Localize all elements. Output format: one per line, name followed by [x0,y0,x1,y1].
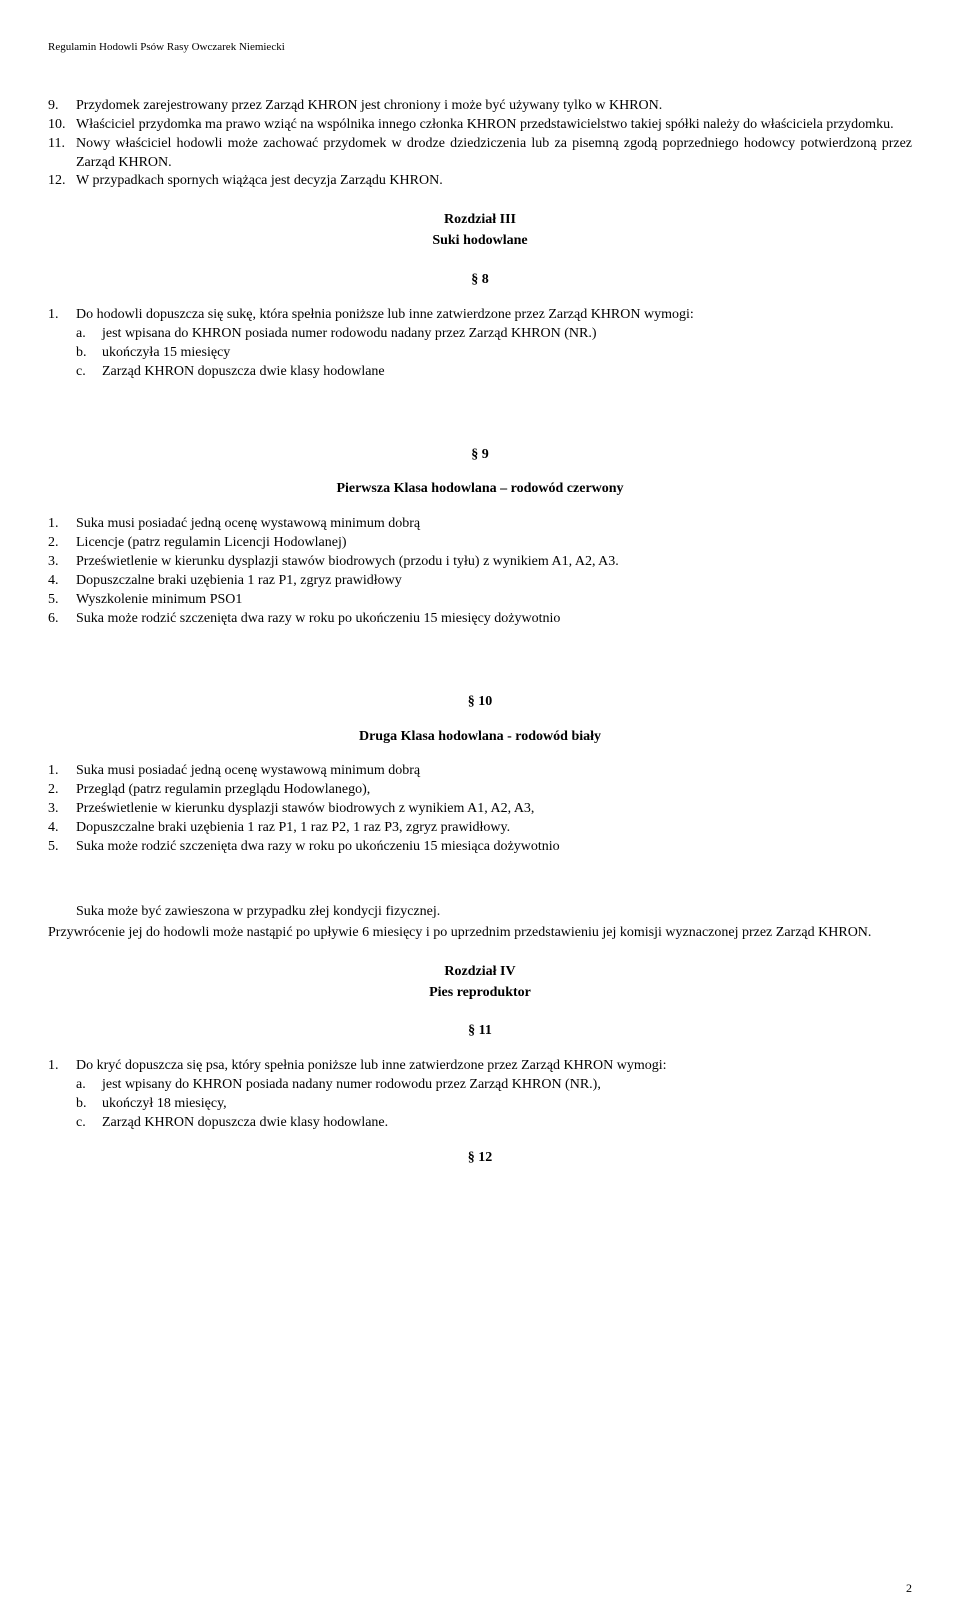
s8-item-b: b. ukończyła 15 miesięcy [48,344,912,363]
s10-item-2: 2.Przegląd (patrz regulamin przeglądu Ho… [48,781,912,800]
num: 12. [48,172,76,191]
text: jest wpisany do KHRON posiada nadany num… [102,1076,601,1095]
s11-item-c: c.Zarząd KHRON dopuszcza dwie klasy hodo… [48,1114,912,1133]
num: 9. [48,97,76,116]
num: 1. [48,762,76,781]
s9-item-6: 6.Suka może rodzić szczenięta dwa razy w… [48,610,912,629]
s8-item-a: a. jest wpisana do KHRON posiada numer r… [48,325,912,344]
num: 4. [48,572,76,591]
text: Przegląd (patrz regulamin przeglądu Hodo… [76,781,912,800]
text: Dopuszczalne braki uzębienia 1 raz P1, 1… [76,819,912,838]
section-10-title: Druga Klasa hodowlana - rodowód biały [48,728,912,747]
text: ukończył 18 miesięcy, [102,1095,227,1114]
text: Licencje (patrz regulamin Licencji Hodow… [76,534,912,553]
text: Prześwietlenie w kierunku dysplazji staw… [76,553,912,572]
num: 2. [48,534,76,553]
restoration-text: Przywrócenie jej do hodowli może nastąpi… [48,925,871,940]
text: jest wpisana do KHRON posiada numer rodo… [102,325,597,344]
num: 3. [48,553,76,572]
s10-item-3: 3.Prześwietlenie w kierunku dysplazji st… [48,800,912,819]
page-number: 2 [906,1580,912,1596]
s10-item-4: 4.Dopuszczalne braki uzębienia 1 raz P1,… [48,819,912,838]
suspension-para: Suka może być zawieszona w przypadku złe… [48,903,912,922]
num: 2. [48,781,76,800]
num: 11. [48,135,76,173]
s9-item-1: 1.Suka musi posiadać jedną ocenę wystawo… [48,515,912,534]
s9-item-3: 3.Prześwietlenie w kierunku dysplazji st… [48,553,912,572]
s11-item-a: a.jest wpisany do KHRON posiada nadany n… [48,1076,912,1095]
s9-item-5: 5.Wyszkolenie minimum PSO1 [48,591,912,610]
num: 3. [48,800,76,819]
s11-item-1: 1. Do kryć dopuszcza się psa, który speł… [48,1057,912,1076]
text: Nowy właściciel hodowli może zachować pr… [76,135,912,173]
num: a. [76,325,102,344]
s10-item-5: 5.Suka może rodzić szczenięta dwa razy w… [48,838,912,857]
s9-item-2: 2.Licencje (patrz regulamin Licencji Hod… [48,534,912,553]
page-header: Regulamin Hodowli Psów Rasy Owczarek Nie… [48,40,912,55]
section-11-list: 1. Do kryć dopuszcza się psa, który speł… [48,1057,912,1133]
text: Zarząd KHRON dopuszcza dwie klasy hodowl… [102,363,385,382]
item-10: 10. Właściciel przydomka ma prawo wziąć … [48,116,912,135]
num: 1. [48,1057,76,1076]
text: Suka może rodzić szczenięta dwa razy w r… [76,838,912,857]
chapter-3-title: Rozdział III [48,211,912,230]
section-12-num: § 12 [48,1149,912,1168]
num: c. [76,1114,102,1133]
s10-item-1: 1.Suka musi posiadać jedną ocenę wystawo… [48,762,912,781]
item-11: 11. Nowy właściciel hodowli może zachowa… [48,135,912,173]
text: Dopuszczalne braki uzębienia 1 raz P1, z… [76,572,912,591]
num: 1. [48,515,76,534]
num: 4. [48,819,76,838]
text: Suka może rodzić szczenięta dwa razy w r… [76,610,912,629]
text: ukończyła 15 miesięcy [102,344,230,363]
num: 5. [48,838,76,857]
text: Do kryć dopuszcza się psa, który spełnia… [76,1057,912,1076]
num: 10. [48,116,76,135]
text: Zarząd KHRON dopuszcza dwie klasy hodowl… [102,1114,388,1133]
section-8-num: § 8 [48,271,912,290]
section-10-list: 1.Suka musi posiadać jedną ocenę wystawo… [48,762,912,856]
block-continued: 9. Przydomek zarejestrowany przez Zarząd… [48,97,912,191]
item-12: 12. W przypadkach spornych wiążąca jest … [48,172,912,191]
s8-item-1: 1. Do hodowli dopuszcza się sukę, która … [48,306,912,325]
text: Właściciel przydomka ma prawo wziąć na w… [76,116,912,135]
num: 1. [48,306,76,325]
text: W przypadkach spornych wiążąca jest decy… [76,172,912,191]
num: a. [76,1076,102,1095]
s9-item-4: 4.Dopuszczalne braki uzębienia 1 raz P1,… [48,572,912,591]
s8-item-c: c. Zarząd KHRON dopuszcza dwie klasy hod… [48,363,912,382]
section-11-num: § 11 [48,1022,912,1041]
text: Do hodowli dopuszcza się sukę, która spe… [76,306,912,325]
s11-item-b: b.ukończył 18 miesięcy, [48,1095,912,1114]
text: Suka musi posiadać jedną ocenę wystawową… [76,762,912,781]
text: Suka musi posiadać jedną ocenę wystawową… [76,515,912,534]
text: Przydomek zarejestrowany przez Zarząd KH… [76,97,912,116]
num: b. [76,344,102,363]
section-8-list: 1. Do hodowli dopuszcza się sukę, która … [48,306,912,382]
text: Prześwietlenie w kierunku dysplazji staw… [76,800,912,819]
num: c. [76,363,102,382]
restoration-para: Przywrócenie jej do hodowli może nastąpi… [48,924,912,943]
section-9-list: 1.Suka musi posiadać jedną ocenę wystawo… [48,515,912,628]
section-9-title: Pierwsza Klasa hodowlana – rodowód czerw… [48,480,912,499]
item-9: 9. Przydomek zarejestrowany przez Zarząd… [48,97,912,116]
section-9-num: § 9 [48,446,912,465]
text: Wyszkolenie minimum PSO1 [76,591,912,610]
num: b. [76,1095,102,1114]
section-10-num: § 10 [48,693,912,712]
num: 6. [48,610,76,629]
chapter-4-subtitle: Pies reproduktor [48,984,912,1003]
num: 5. [48,591,76,610]
chapter-3-subtitle: Suki hodowlane [48,232,912,251]
suspension-line-1: Suka może być zawieszona w przypadku złe… [76,904,440,919]
chapter-4-title: Rozdział IV [48,963,912,982]
